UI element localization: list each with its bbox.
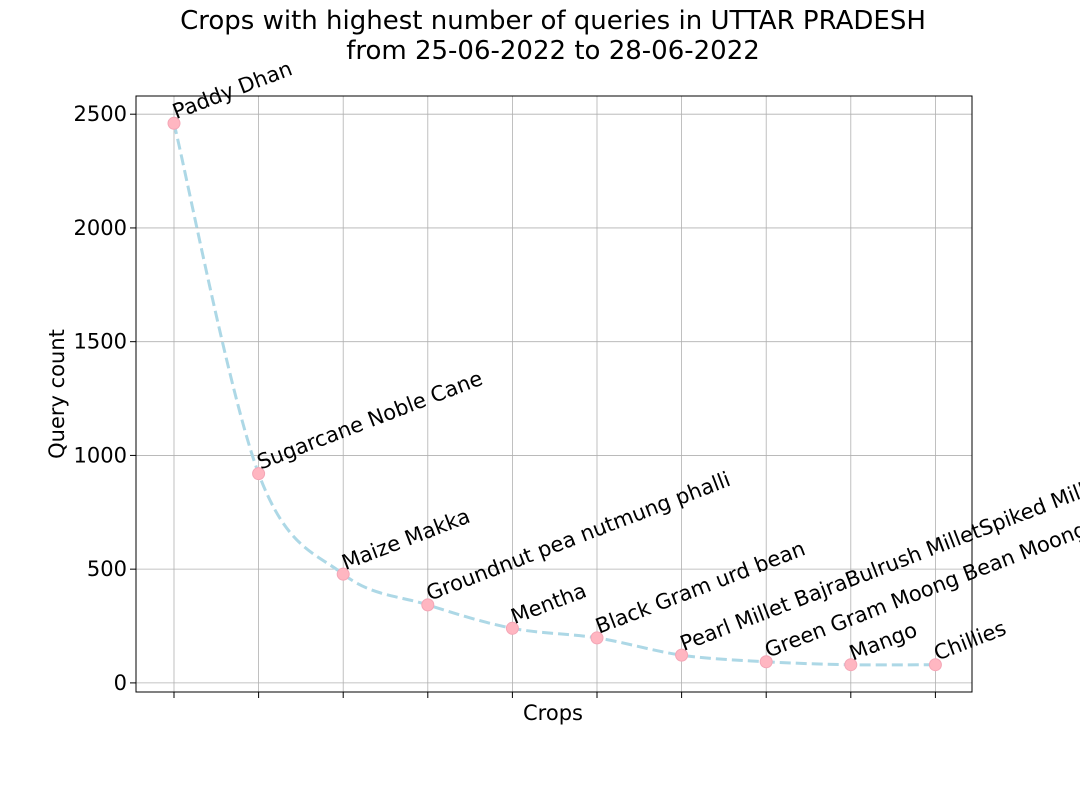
y-tick-label: 500	[87, 557, 127, 581]
data-point-label: Black Gram urd bean	[592, 536, 808, 638]
y-axis-label: Query count	[45, 329, 69, 459]
data-point	[844, 658, 858, 672]
y-tick-label: 0	[114, 671, 127, 695]
data-point	[505, 621, 519, 635]
grid	[136, 96, 972, 692]
y-tick-label: 2000	[74, 216, 127, 240]
y-tick-label: 2500	[74, 102, 127, 126]
data-point	[336, 567, 350, 581]
data-point-label: Mentha	[508, 578, 590, 629]
data-point	[928, 658, 942, 672]
plot-area-frame	[135, 95, 973, 693]
y-tick-label: 1000	[74, 443, 127, 467]
data-point-label: Chillies	[931, 616, 1010, 665]
data-point-label: Maize Makka	[338, 504, 473, 575]
data-point	[759, 655, 773, 669]
y-axis-ticks: 0 500 1000 1500 2000 2500	[74, 102, 136, 695]
data-point	[167, 116, 181, 130]
series-markers	[167, 116, 942, 672]
data-point	[421, 598, 435, 612]
x-axis-ticks	[173, 692, 936, 698]
chart-title-line2: from 25-06-2022 to 28-06-2022	[346, 36, 760, 66]
data-point	[675, 648, 689, 662]
data-point	[590, 631, 604, 645]
y-tick-label: 1500	[74, 330, 127, 354]
data-point-label: Sugarcane Noble Cane	[254, 366, 486, 474]
chart-title-line1: Crops with highest number of queries in …	[180, 6, 926, 36]
x-axis-label: Crops	[523, 701, 583, 725]
data-point	[252, 467, 266, 481]
